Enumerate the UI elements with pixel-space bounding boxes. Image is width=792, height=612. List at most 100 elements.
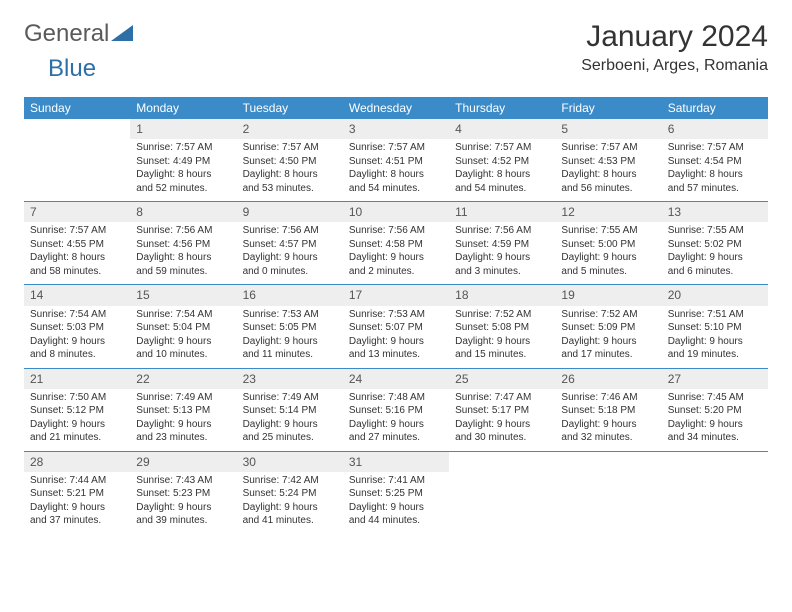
cell-body: Sunrise: 7:56 AMSunset: 4:57 PMDaylight:… [237,222,343,284]
week-row: 7Sunrise: 7:57 AMSunset: 4:55 PMDaylight… [24,202,768,285]
daylight-text: Daylight: 9 hours and 21 minutes. [30,418,124,445]
daylight-text: Daylight: 9 hours and 15 minutes. [455,335,549,362]
calendar-cell: 19Sunrise: 7:52 AMSunset: 5:09 PMDayligh… [555,285,661,367]
sunrise-text: Sunrise: 7:52 AM [455,308,549,322]
day-number: 29 [130,452,236,472]
daylight-text: Daylight: 9 hours and 25 minutes. [243,418,337,445]
cell-body: Sunrise: 7:49 AMSunset: 5:14 PMDaylight:… [237,389,343,451]
day-number: 22 [130,369,236,389]
sunset-text: Sunset: 5:16 PM [349,404,443,418]
cell-body: Sunrise: 7:55 AMSunset: 5:00 PMDaylight:… [555,222,661,284]
day-number: 26 [555,369,661,389]
sunset-text: Sunset: 5:18 PM [561,404,655,418]
sunrise-text: Sunrise: 7:48 AM [349,391,443,405]
sunrise-text: Sunrise: 7:49 AM [243,391,337,405]
day-number: 15 [130,285,236,305]
sunset-text: Sunset: 5:13 PM [136,404,230,418]
cell-body: Sunrise: 7:43 AMSunset: 5:23 PMDaylight:… [130,472,236,534]
daylight-text: Daylight: 9 hours and 41 minutes. [243,501,337,528]
day-header: Thursday [449,97,555,119]
sunset-text: Sunset: 5:23 PM [136,487,230,501]
sunset-text: Sunset: 4:59 PM [455,238,549,252]
day-number: 19 [555,285,661,305]
sunset-text: Sunset: 5:04 PM [136,321,230,335]
daylight-text: Daylight: 9 hours and 37 minutes. [30,501,124,528]
calendar-cell: 24Sunrise: 7:48 AMSunset: 5:16 PMDayligh… [343,369,449,451]
calendar-cell [24,119,130,201]
sunset-text: Sunset: 5:07 PM [349,321,443,335]
day-number: 12 [555,202,661,222]
day-number: 27 [662,369,768,389]
cell-body: Sunrise: 7:51 AMSunset: 5:10 PMDaylight:… [662,306,768,368]
cell-body [449,456,555,464]
cell-body: Sunrise: 7:57 AMSunset: 4:50 PMDaylight:… [237,139,343,201]
logo: General [24,20,135,48]
day-number: 1 [130,119,236,139]
cell-body: Sunrise: 7:56 AMSunset: 4:59 PMDaylight:… [449,222,555,284]
cell-body: Sunrise: 7:45 AMSunset: 5:20 PMDaylight:… [662,389,768,451]
cell-body: Sunrise: 7:53 AMSunset: 5:05 PMDaylight:… [237,306,343,368]
sunrise-text: Sunrise: 7:46 AM [561,391,655,405]
title-block: January 2024 Serboeni, Arges, Romania [581,20,768,75]
sunset-text: Sunset: 5:09 PM [561,321,655,335]
daylight-text: Daylight: 9 hours and 13 minutes. [349,335,443,362]
cell-body: Sunrise: 7:54 AMSunset: 5:03 PMDaylight:… [24,306,130,368]
week-row: 1Sunrise: 7:57 AMSunset: 4:49 PMDaylight… [24,119,768,202]
day-number: 23 [237,369,343,389]
calendar-cell: 16Sunrise: 7:53 AMSunset: 5:05 PMDayligh… [237,285,343,367]
cell-body: Sunrise: 7:57 AMSunset: 4:52 PMDaylight:… [449,139,555,201]
daylight-text: Daylight: 8 hours and 54 minutes. [349,168,443,195]
day-number: 20 [662,285,768,305]
sunrise-text: Sunrise: 7:56 AM [349,224,443,238]
daylight-text: Daylight: 9 hours and 2 minutes. [349,251,443,278]
sunrise-text: Sunrise: 7:42 AM [243,474,337,488]
daylight-text: Daylight: 9 hours and 8 minutes. [30,335,124,362]
cell-body: Sunrise: 7:48 AMSunset: 5:16 PMDaylight:… [343,389,449,451]
daylight-text: Daylight: 9 hours and 17 minutes. [561,335,655,362]
calendar-cell: 9Sunrise: 7:56 AMSunset: 4:57 PMDaylight… [237,202,343,284]
cell-body: Sunrise: 7:52 AMSunset: 5:09 PMDaylight:… [555,306,661,368]
daylight-text: Daylight: 9 hours and 34 minutes. [668,418,762,445]
day-headers-row: Sunday Monday Tuesday Wednesday Thursday… [24,97,768,119]
day-number: 16 [237,285,343,305]
sunrise-text: Sunrise: 7:57 AM [561,141,655,155]
sunrise-text: Sunrise: 7:44 AM [30,474,124,488]
calendar-cell: 12Sunrise: 7:55 AMSunset: 5:00 PMDayligh… [555,202,661,284]
cell-body: Sunrise: 7:56 AMSunset: 4:56 PMDaylight:… [130,222,236,284]
calendar-cell: 8Sunrise: 7:56 AMSunset: 4:56 PMDaylight… [130,202,236,284]
daylight-text: Daylight: 8 hours and 52 minutes. [136,168,230,195]
sunset-text: Sunset: 5:03 PM [30,321,124,335]
day-number: 31 [343,452,449,472]
sunrise-text: Sunrise: 7:56 AM [243,224,337,238]
day-header: Friday [555,97,661,119]
sunset-text: Sunset: 4:54 PM [668,155,762,169]
calendar-cell: 22Sunrise: 7:49 AMSunset: 5:13 PMDayligh… [130,369,236,451]
calendar-cell: 6Sunrise: 7:57 AMSunset: 4:54 PMDaylight… [662,119,768,201]
sunset-text: Sunset: 5:12 PM [30,404,124,418]
cell-body: Sunrise: 7:55 AMSunset: 5:02 PMDaylight:… [662,222,768,284]
week-row: 28Sunrise: 7:44 AMSunset: 5:21 PMDayligh… [24,452,768,534]
calendar-cell: 2Sunrise: 7:57 AMSunset: 4:50 PMDaylight… [237,119,343,201]
day-number: 2 [237,119,343,139]
cell-body: Sunrise: 7:57 AMSunset: 4:53 PMDaylight:… [555,139,661,201]
sunrise-text: Sunrise: 7:49 AM [136,391,230,405]
calendar-cell: 1Sunrise: 7:57 AMSunset: 4:49 PMDaylight… [130,119,236,201]
cell-body [662,456,768,464]
day-header: Tuesday [237,97,343,119]
cell-body: Sunrise: 7:53 AMSunset: 5:07 PMDaylight:… [343,306,449,368]
day-number: 5 [555,119,661,139]
sunrise-text: Sunrise: 7:54 AM [136,308,230,322]
daylight-text: Daylight: 9 hours and 44 minutes. [349,501,443,528]
calendar-cell: 10Sunrise: 7:56 AMSunset: 4:58 PMDayligh… [343,202,449,284]
calendar-cell: 11Sunrise: 7:56 AMSunset: 4:59 PMDayligh… [449,202,555,284]
sunrise-text: Sunrise: 7:57 AM [455,141,549,155]
sunset-text: Sunset: 5:24 PM [243,487,337,501]
daylight-text: Daylight: 9 hours and 19 minutes. [668,335,762,362]
logo-text-gray: General [24,20,109,48]
sunset-text: Sunset: 5:20 PM [668,404,762,418]
sunset-text: Sunset: 5:05 PM [243,321,337,335]
daylight-text: Daylight: 9 hours and 6 minutes. [668,251,762,278]
cell-body: Sunrise: 7:49 AMSunset: 5:13 PMDaylight:… [130,389,236,451]
cell-body [24,123,130,131]
day-number: 21 [24,369,130,389]
